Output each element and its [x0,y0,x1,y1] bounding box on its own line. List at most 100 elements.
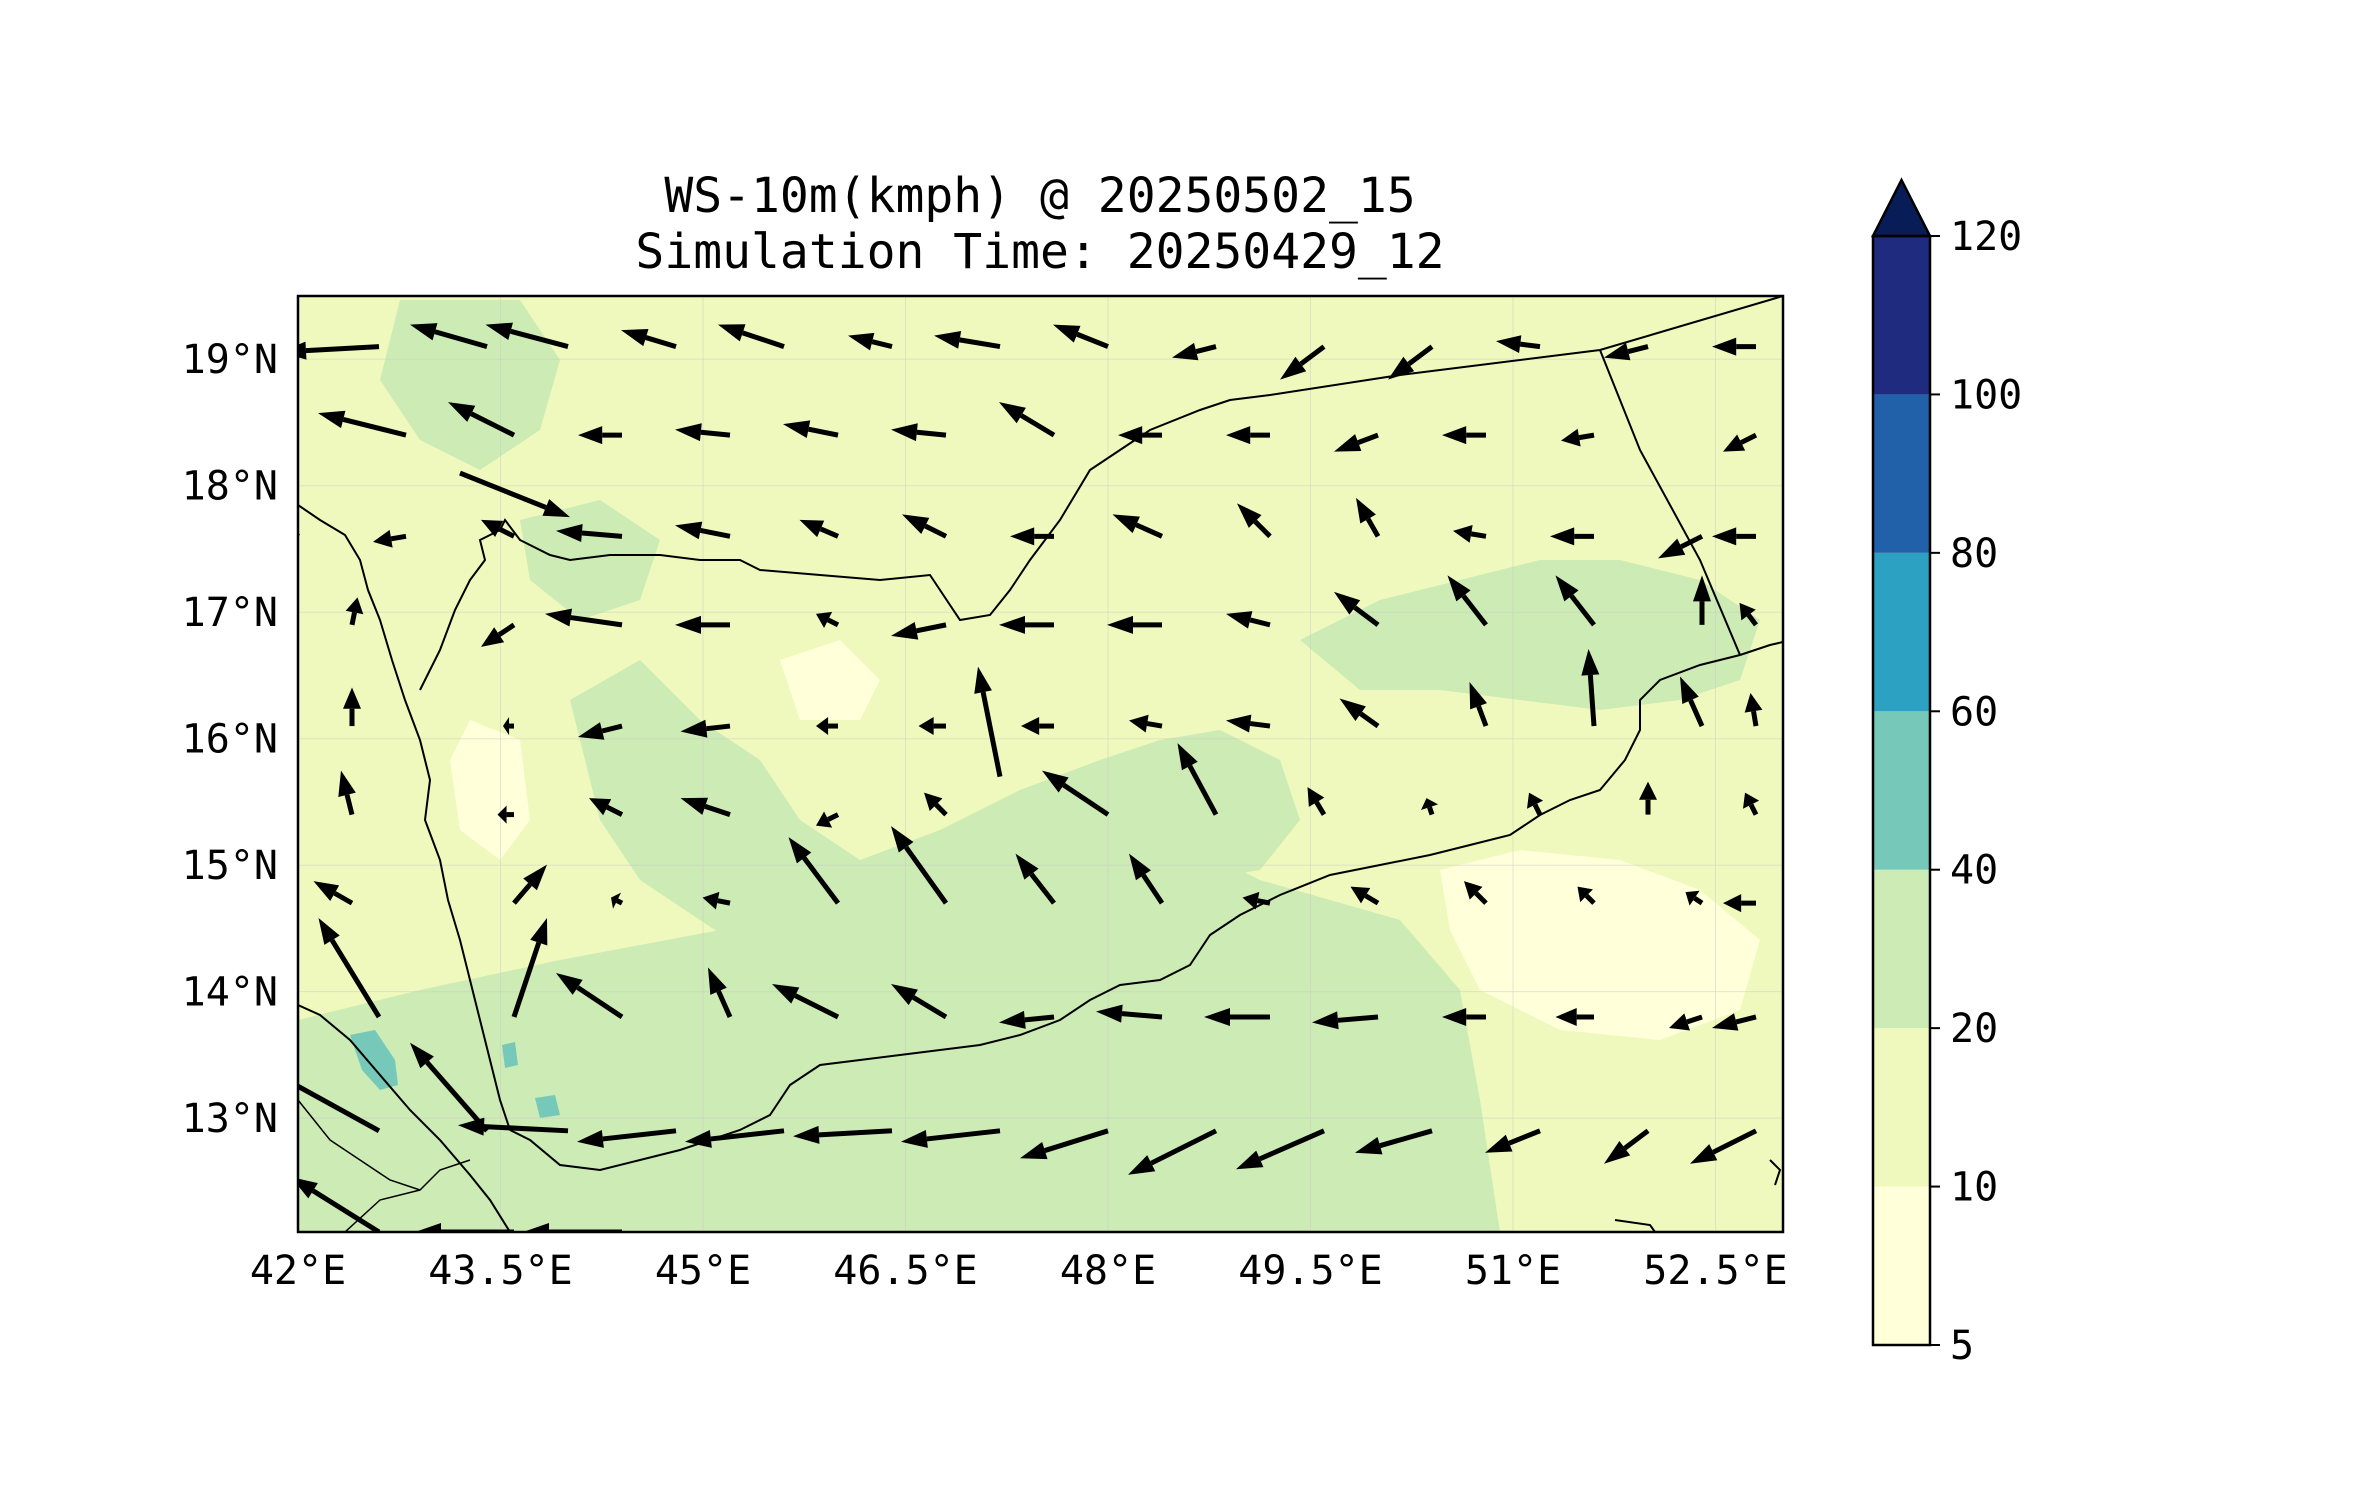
wind-arrow [578,426,622,445]
wind-arrow [1096,1004,1163,1023]
wind-arrow [511,917,548,1018]
wind-arrow [1639,781,1657,815]
contour-20-40-highlands [570,660,1300,960]
wind-arrow [1442,1007,1486,1026]
wind-arrow [1658,534,1704,559]
wind-vectors [298,322,1763,1232]
x-tick-label: 45°E [655,1248,751,1294]
wind-arrow [313,881,354,906]
wind-arrow [1128,1128,1218,1175]
wind-arrow [1388,344,1434,380]
wind-arrow [556,524,623,542]
wind-arrow [675,615,730,634]
colorbar-segment [1873,1028,1930,1187]
contour-40-60-b [502,1042,518,1068]
map-panel: 42°E 43.5°E 45°E 46.5°E 48°E 49.5°E 51°E 52.5°E… [182,294,1788,1294]
wind-arrow [345,597,364,626]
wind-arrow [1712,337,1756,356]
wind-arrow [318,410,407,438]
wind-arrow [1236,1128,1326,1170]
colorbar-label: 10 [1950,1165,1998,1211]
contour-20-40-east [1300,560,1760,710]
wind-arrow [680,797,731,817]
wind-arrow [901,1128,1001,1148]
gridlines [297,296,1783,1232]
wind-arrow [1712,527,1756,546]
wind-arrow [1242,891,1271,910]
wind-arrow [1177,743,1219,816]
x-tick-label: 51°E [1465,1248,1561,1294]
red-sea-coast [298,504,511,1131]
wind-arrow [1280,344,1326,380]
wind-arrow [1350,886,1380,906]
wind-arrow [1118,426,1162,445]
wind-arrow [1447,575,1488,627]
wind-arrow [934,330,1001,350]
colorbar-extend-arrow [1870,177,1933,238]
wind-arrow [1021,717,1054,736]
wind-arrow [459,470,570,518]
wind-arrow [1226,426,1270,445]
contour-40-60-c [535,1095,560,1118]
wind-arrow [1204,1007,1270,1026]
wind-arrow [523,1223,622,1232]
wind-arrow [1020,1128,1109,1160]
y-tick-label: 18°N [182,464,278,510]
wind-arrow [343,687,361,727]
wind-arrow [556,972,624,1020]
wind-arrow [1723,894,1756,913]
wind-arrow [1226,714,1271,733]
wind-arrow [1442,426,1486,445]
wind-arrow [974,666,1003,778]
wind-arrow [298,532,301,537]
wind-arrow [1669,1013,1703,1031]
colorbar-segment [1873,869,1930,1029]
djibouti-border [298,1099,471,1191]
x-tick-label: 48°E [1060,1248,1156,1294]
wind-arrow [415,1223,514,1232]
colorbar-label: 60 [1950,689,1998,735]
colorbar-label: 120 [1950,214,2022,260]
y-tick-label: 14°N [182,970,278,1016]
wind-arrow [1307,787,1327,816]
y-tick-label: 16°N [182,717,278,763]
wind-arrow [891,423,947,442]
wind-arrow [891,983,948,1020]
wind-arrow [816,811,840,828]
wind-arrow [1129,714,1163,733]
wind-arrow [578,722,623,740]
wind-arrow [1712,1013,1757,1031]
wind-arrow [485,322,569,350]
island-east [1769,1159,1782,1186]
wind-arrow [1107,615,1162,634]
wind-arrow [1555,575,1596,627]
contour-40-60-a [350,1030,398,1090]
y-tick-label: 17°N [182,590,278,636]
colorbar-segment [1873,236,1930,395]
wind-arrow [1226,611,1271,629]
wind-arrow [1485,1128,1541,1153]
wind-arrow [1010,527,1054,546]
colorbar-frame [1871,234,1932,1347]
wind-arrow [481,519,516,539]
wind-arrow [1355,1128,1433,1155]
wind-arrow [891,621,947,640]
wind-arrow [924,792,948,817]
wind-arrow [1356,497,1381,538]
wind-arrow [1339,698,1380,729]
wind-arrow [1527,792,1544,816]
y-axis-ticks: 13°N 14°N 15°N 16°N 17°N 18°N 19°N [182,337,278,1142]
y-tick-label: 13°N [182,1096,278,1142]
wind-arrow [1312,1011,1379,1030]
wind-arrow [1723,432,1758,452]
wind-arrow [675,521,731,540]
wind-arrow [577,1128,677,1148]
wind-arrow [675,423,731,442]
wind-arrow [708,967,733,1018]
wind-arrow [448,402,516,438]
wind-arrow [1172,342,1217,361]
wind-arrow [1112,514,1164,539]
colorbar-segment [1873,1186,1930,1345]
x-axis-ticks: 42°E 43.5°E 45°E 46.5°E 48°E 49.5°E 51°E 52.5°E [250,1248,1788,1294]
